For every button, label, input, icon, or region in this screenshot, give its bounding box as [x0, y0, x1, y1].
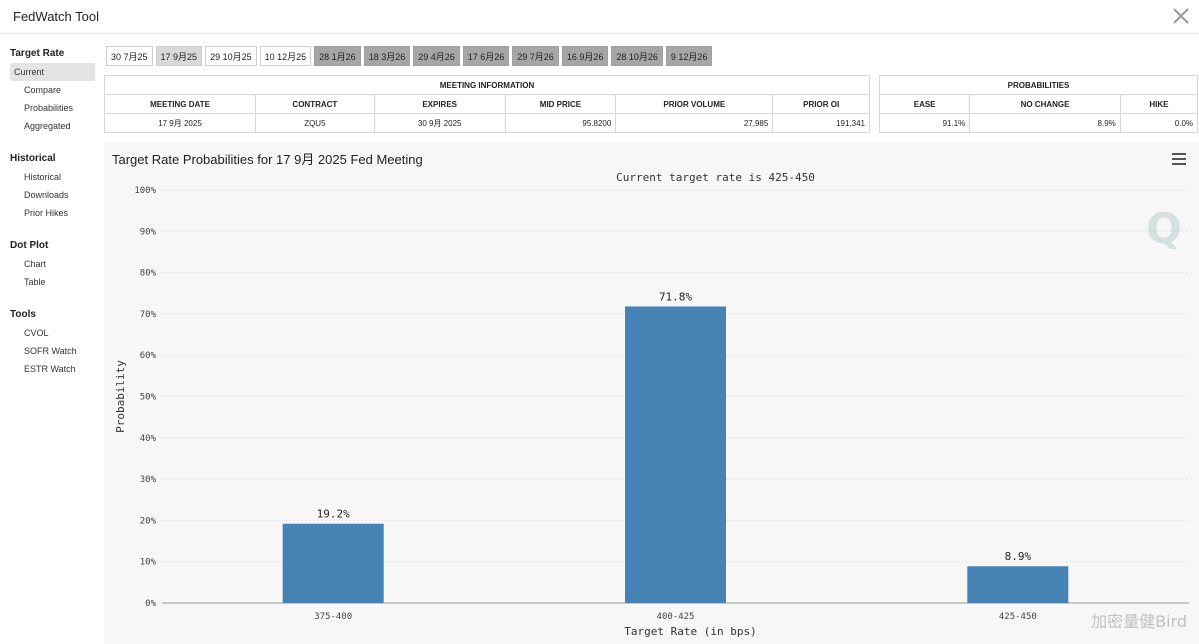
sidebar-item[interactable]: Aggregated: [24, 121, 71, 131]
title-bar: FedWatch Tool: [0, 0, 1199, 34]
table-cell: 8.9%: [969, 113, 1121, 133]
bar-value-label: 71.8%: [659, 290, 692, 303]
sidebar-item[interactable]: Historical: [24, 172, 62, 182]
meeting-tab[interactable]: 16 9月26: [561, 46, 609, 66]
sidebar-heading: Historical: [10, 153, 56, 164]
meeting-tab[interactable]: 17 6月26: [462, 46, 510, 66]
table-cell: ZQU5: [254, 113, 375, 133]
table-cell: 91.1%: [878, 113, 971, 133]
q-logo-icon: Q: [1146, 204, 1182, 253]
bar-value-label: 19.2%: [317, 508, 350, 521]
bar: [625, 306, 726, 603]
column-header: PRIOR OI: [772, 94, 870, 114]
meeting-tab[interactable]: 9 12月26: [665, 46, 713, 66]
meeting-tab[interactable]: 29 4月26: [413, 46, 460, 66]
y-tick-label: 0%: [145, 599, 156, 609]
y-tick-label: 20%: [140, 516, 157, 526]
sidebar: Target Rate Current Compare Probabilities Ag…: [0, 42, 100, 390]
column-header: MID PRICE: [504, 94, 617, 114]
sidebar-section: Tools CVOL SOFR Watch ESTR Watch: [0, 303, 100, 378]
chart-title: Target Rate Probabilities for 17 9月 2025…: [112, 152, 423, 167]
column-header: EASE: [878, 94, 971, 114]
app-title: FedWatch Tool: [13, 9, 99, 24]
sidebar-heading: Dot Plot: [10, 240, 49, 251]
meeting-tab[interactable]: 28 10月26: [611, 46, 663, 66]
column-header: CONTRACT: [254, 94, 375, 114]
sidebar-item[interactable]: Compare: [24, 85, 62, 95]
sidebar-item[interactable]: Downloads: [24, 190, 69, 200]
y-tick-label: 50%: [140, 393, 157, 403]
y-tick-label: 10%: [140, 558, 157, 568]
meeting-tab[interactable]: 30 7月25: [106, 46, 153, 66]
meeting-tab[interactable]: 17 9月25: [155, 46, 203, 66]
column-header: NO CHANGE: [969, 94, 1121, 114]
sidebar-item[interactable]: SOFR Watch: [24, 346, 77, 356]
sidebar-item[interactable]: Chart: [24, 259, 47, 269]
meeting-tab[interactable]: 29 7月26: [512, 46, 559, 66]
sidebar-item[interactable]: Table: [24, 277, 46, 287]
bar: [282, 523, 384, 603]
sidebar-heading: Tools: [10, 309, 36, 320]
sidebar-section: Dot Plot Chart Table: [0, 234, 100, 291]
sidebar-item[interactable]: Current: [10, 63, 95, 81]
meeting-tab[interactable]: 18 3月26: [363, 46, 411, 66]
sidebar-item[interactable]: ESTR Watch: [24, 364, 76, 374]
table-cell: 95.8200: [504, 113, 617, 133]
sidebar-heading: Target Rate: [10, 48, 65, 59]
column-header: MEETING DATE: [104, 94, 256, 114]
y-tick-label: 90%: [140, 227, 157, 237]
meeting-tab[interactable]: 29 10月25: [205, 46, 257, 66]
table-cell: 30 9月 2025: [373, 113, 506, 133]
x-tick-label: 425-450: [999, 612, 1037, 622]
column-header: HIKE: [1119, 94, 1199, 114]
chart-panel: Target Rate Probabilities for 17 9月 2025…: [104, 143, 1199, 644]
probabilities-heading: PROBABILITIES: [879, 75, 1198, 95]
bar: [967, 566, 1069, 603]
y-tick-label: 80%: [140, 269, 157, 279]
sidebar-item[interactable]: Probabilities: [24, 103, 74, 113]
y-tick-label: 60%: [140, 351, 157, 361]
table-cell: 191,341: [772, 113, 870, 133]
y-tick-label: 40%: [140, 434, 157, 444]
x-tick-label: 375-400: [314, 612, 352, 622]
column-header: PRIOR VOLUME: [615, 94, 774, 114]
svg-text:Q: Q: [1146, 204, 1182, 253]
sidebar-section: Historical Historical Downloads Prior Hikes: [0, 147, 100, 222]
y-axis-title: Probability: [114, 360, 127, 433]
column-header: EXPIRES: [373, 94, 506, 114]
y-tick-label: 30%: [140, 475, 157, 485]
chart-subtitle: Current target rate is 425-450: [616, 171, 815, 184]
x-axis-title: Target Rate (in bps): [624, 625, 756, 638]
close-icon[interactable]: [1171, 6, 1191, 26]
meeting-tab[interactable]: 10 12月25: [259, 46, 312, 66]
meeting-tab[interactable]: 28 1月26: [314, 46, 361, 66]
meeting-date-tabs: 30 7月25 17 9月25 29 10月25 10 12月25 28 1月26 18 …: [106, 46, 713, 67]
y-tick-label: 70%: [140, 310, 157, 320]
table-cell: 27,985: [615, 113, 774, 133]
sidebar-item[interactable]: CVOL: [24, 328, 49, 338]
chart-menu-icon[interactable]: [1172, 153, 1186, 165]
y-tick-label: 100%: [134, 186, 156, 196]
sidebar-item[interactable]: Prior Hikes: [24, 208, 69, 218]
sidebar-section: Target Rate Current Compare Probabilities Ag…: [0, 42, 100, 135]
watermark-text: 加密量健Bird: [1091, 612, 1187, 631]
table-cell: 17 9月 2025: [104, 113, 256, 133]
probabilities-table: PROBABILITIES EASE NO CHANGE HIKE 91.1% 8.9…: [878, 75, 1199, 133]
table-cell: 0.0%: [1119, 113, 1199, 133]
bar-chart: Current target rate is 425-450 0% 10% 20% 30…: [114, 171, 1189, 638]
meeting-information-table: MEETING INFORMATION MEETING DATE CONTRACT…: [104, 75, 870, 133]
x-tick-label: 400-425: [657, 612, 695, 622]
bar-value-label: 8.9%: [1005, 550, 1032, 563]
meeting-information-heading: MEETING INFORMATION: [104, 75, 870, 95]
